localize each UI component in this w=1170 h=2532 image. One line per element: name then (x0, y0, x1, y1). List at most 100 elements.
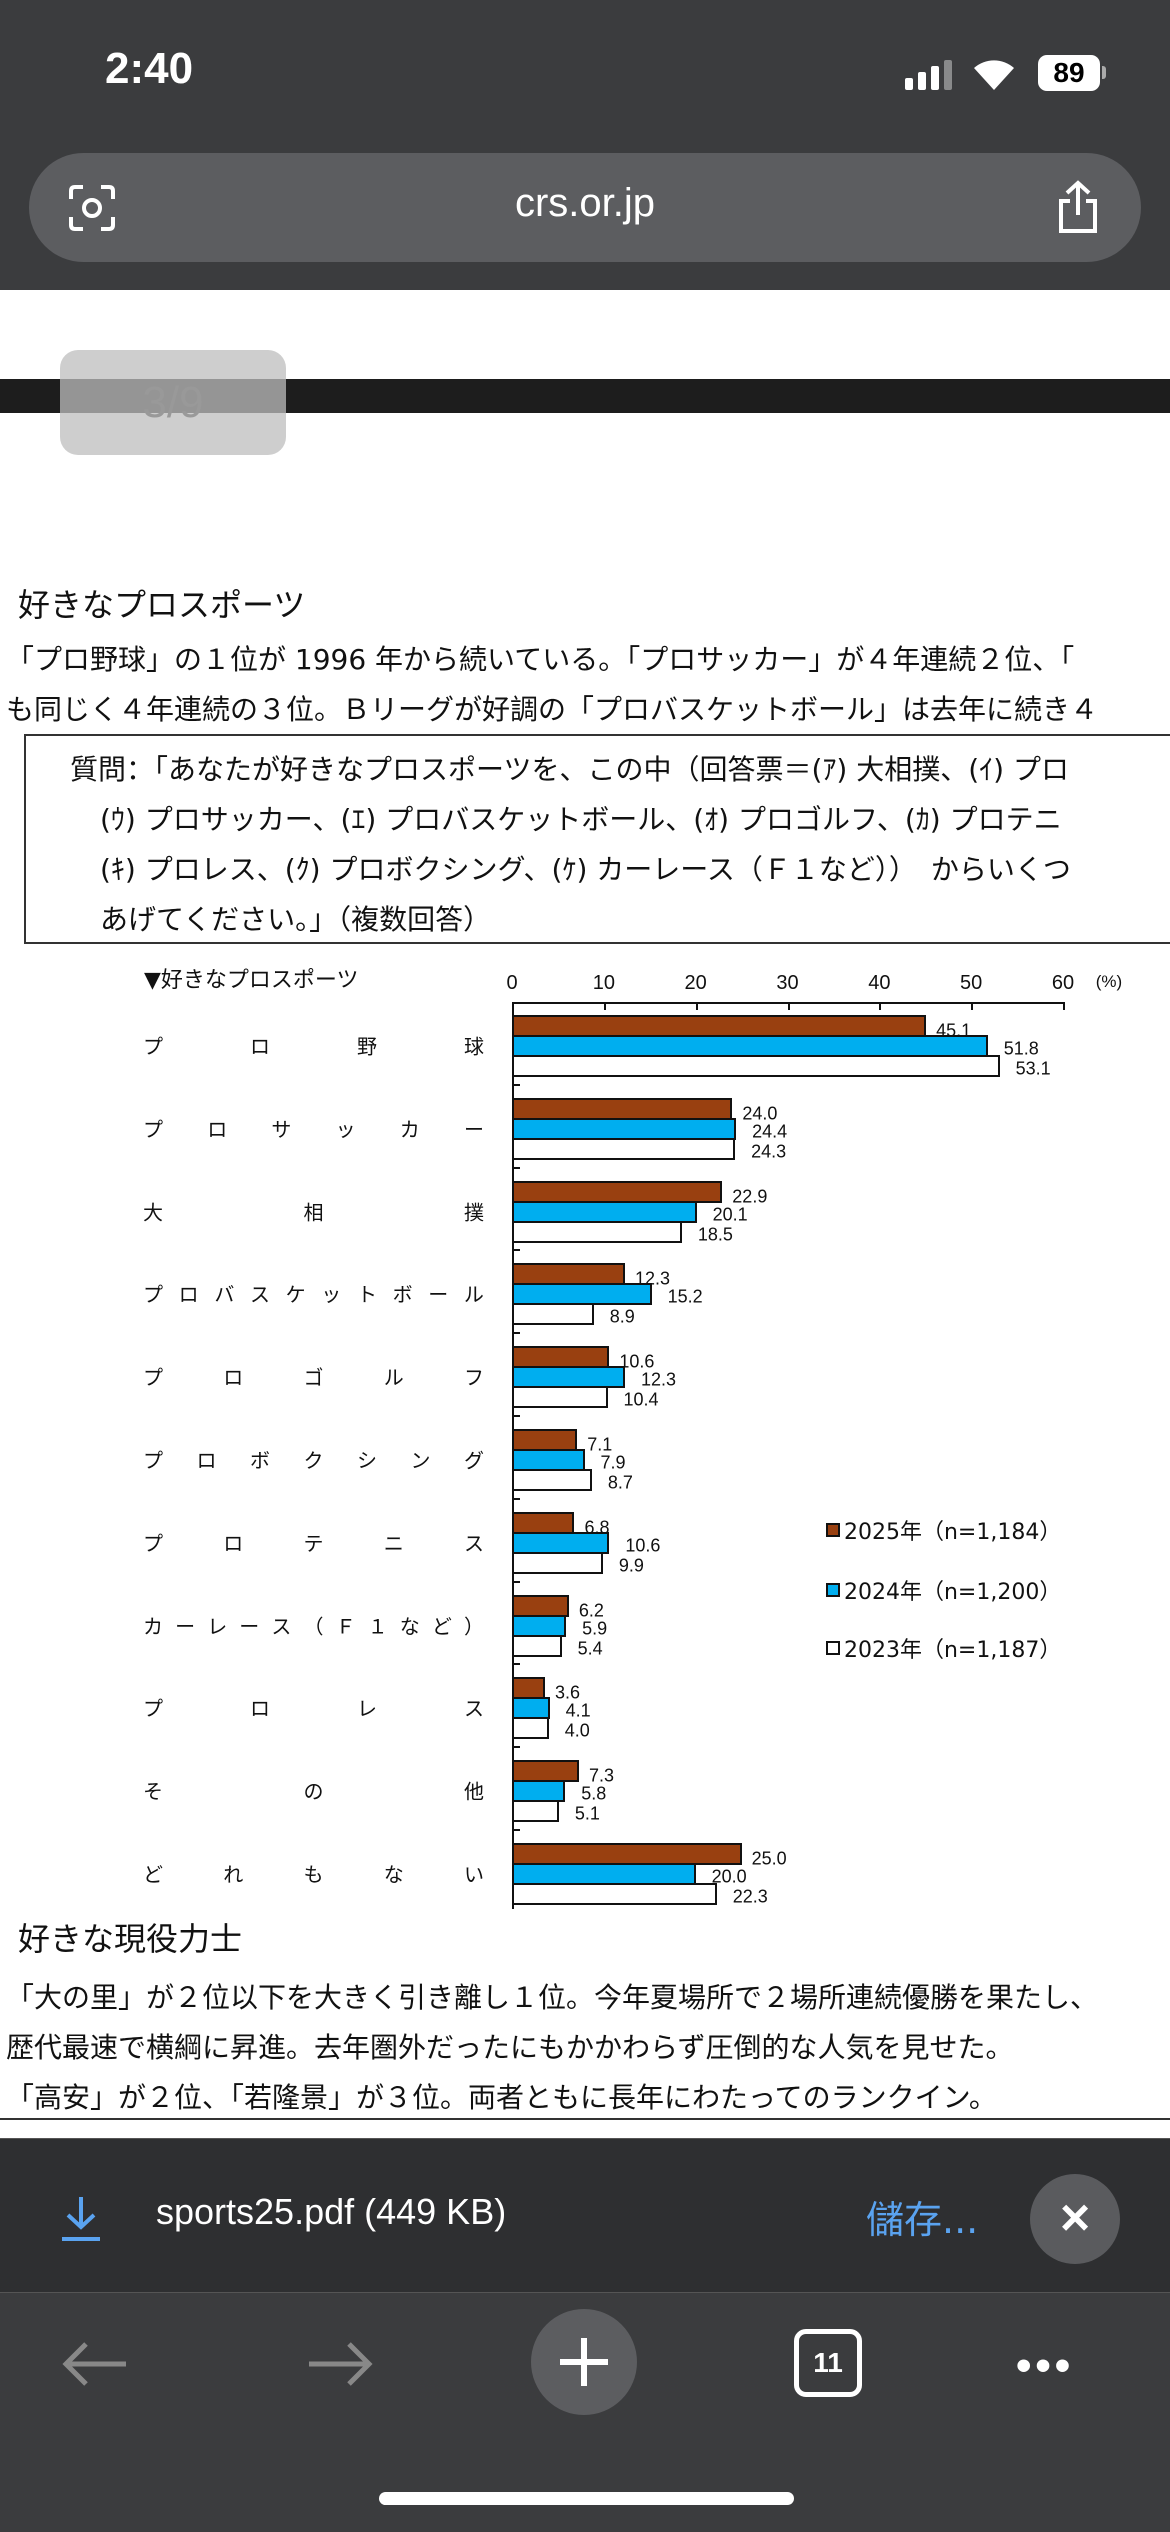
bar (512, 1697, 550, 1720)
bar (512, 1055, 1000, 1077)
bar (512, 1883, 717, 1905)
category-label-char: バ (214, 1282, 235, 1307)
download-filename: sports25.pdf (449 KB) (156, 2191, 507, 2232)
x-tick-label: 50 (960, 972, 983, 994)
question-box (24, 734, 1170, 944)
category-label-char: ル (383, 1365, 404, 1390)
category-label-char: ロ (250, 1696, 270, 1721)
category-label-char: 相 (303, 1200, 324, 1225)
category-label-char: ス (464, 1696, 484, 1721)
y-tick-mark (512, 1746, 520, 1749)
x-tick-mark (787, 1002, 790, 1010)
bar (512, 1303, 594, 1326)
x-axis-unit: (%) (1095, 972, 1123, 991)
url-text[interactable]: crs.or.jp (514, 181, 656, 225)
data-label: 5.4 (577, 1638, 603, 1659)
category-label-char: ー (463, 1117, 484, 1142)
category-label: プロゴルフ (143, 1362, 484, 1391)
y-tick-mark (512, 1083, 520, 1086)
address-bar[interactable]: crs.or.jp (29, 153, 1141, 262)
data-label: 4.1 (565, 1700, 591, 1721)
category-label-char: サ (271, 1117, 292, 1142)
category-label-char: ニ (383, 1531, 404, 1556)
category-label-char: ス (271, 1614, 292, 1639)
category-label-char: ッ (321, 1282, 342, 1307)
category-label-char: ト (356, 1282, 377, 1307)
section-heading-rikishi: 好きな現役力士 (18, 1920, 243, 1958)
data-label: 12.3 (640, 1369, 676, 1390)
download-bar: sports25.pdf (449 KB) 儲存... × (0, 2138, 1170, 2292)
category-label-char: の (303, 1779, 324, 1804)
x-tick-mark (879, 1002, 882, 1010)
x-tick-label: 30 (776, 972, 799, 994)
category-label: 大相撲 (143, 1196, 484, 1225)
y-tick-mark (512, 1663, 520, 1666)
category-label-char: ス (249, 1282, 270, 1307)
category-label-char: な (383, 1862, 404, 1887)
category-label: プロバスケットボール (143, 1279, 484, 1308)
signal-icon (905, 60, 952, 90)
category-label: その他 (143, 1776, 484, 1805)
y-tick-mark (512, 1580, 520, 1583)
category-label-char: ク (303, 1448, 324, 1473)
data-label: 3.6 (555, 1682, 581, 1703)
data-label: 22.9 (732, 1186, 768, 1207)
battery-tip (1102, 66, 1106, 79)
tabs-button[interactable]: 11 (794, 2329, 862, 2397)
category-label: プロレス (143, 1693, 484, 1722)
wifi-icon (974, 60, 1014, 90)
x-tick-mark (603, 1002, 606, 1010)
data-label: 25.0 (751, 1848, 787, 1869)
bar (512, 1386, 608, 1409)
category-label-char: テ (303, 1531, 324, 1556)
save-button[interactable]: 儲存... (866, 2198, 979, 2242)
data-label: 10.6 (619, 1351, 655, 1372)
forward-icon[interactable] (305, 2341, 375, 2387)
share-icon[interactable] (1053, 179, 1103, 235)
more-icon[interactable]: ••• (1016, 2341, 1075, 2390)
back-icon[interactable] (60, 2341, 130, 2387)
bar (512, 1614, 567, 1637)
close-download-button[interactable]: × (1030, 2174, 1120, 2264)
bar (512, 1283, 652, 1306)
legend-swatch (826, 1583, 840, 1597)
bar (512, 1449, 585, 1471)
bar (512, 1263, 625, 1286)
category-label-char: ど (431, 1614, 452, 1639)
data-label: 24.4 (752, 1121, 788, 1142)
category-label-char: フ (464, 1365, 484, 1390)
visual-lookup-icon[interactable] (67, 183, 117, 233)
y-tick-mark (512, 1332, 520, 1335)
legend-item: 2025年（n=1,184） (826, 1514, 1061, 1546)
data-label: 7.1 (587, 1434, 613, 1455)
x-tick-label: 20 (684, 972, 707, 994)
category-label: どれもない (143, 1859, 484, 1888)
category-label-char: ゴ (303, 1365, 324, 1390)
y-tick-mark (512, 1497, 520, 1500)
bar (512, 1594, 569, 1617)
x-tick-mark (695, 1002, 698, 1010)
question-line: (ｳ) プロサッカー、(ｴ) プロバスケットボール、(ｵ) プロゴルフ、(ｶ) … (100, 803, 1062, 836)
data-label: 7.3 (589, 1765, 615, 1786)
data-label: 53.1 (1015, 1058, 1051, 1079)
paragraph-line: も同じく４年連続の３位。Ｂリーグが好調の「プロバスケットボール」は去年に続き４ (6, 693, 1099, 726)
data-label: 15.2 (667, 1286, 703, 1307)
y-tick-mark (512, 1249, 520, 1252)
status-time: 2:40 (105, 44, 194, 93)
legend-swatch (826, 1641, 840, 1655)
paragraph-line: 「高安」が２位、「若隆景」が３位。両者ともに長年にわたってのランクイン。 (6, 2081, 997, 2114)
data-label: 5.1 (574, 1803, 600, 1824)
bar (512, 1429, 578, 1451)
category-label-char: シ (357, 1448, 377, 1473)
data-label: 8.9 (609, 1306, 635, 1327)
data-label: 4.0 (564, 1720, 590, 1741)
category-label-char: ロ (196, 1448, 217, 1473)
x-tick-mark (1063, 1002, 1065, 1010)
chart-title: ▼好きなプロスポーツ (144, 968, 359, 993)
category-label-char: 球 (464, 1034, 484, 1059)
bar (512, 1180, 723, 1203)
new-tab-button[interactable] (531, 2309, 637, 2415)
legend-swatch (826, 1523, 840, 1537)
category-label-char: も (303, 1862, 324, 1887)
category-label-char: ー (428, 1282, 449, 1307)
